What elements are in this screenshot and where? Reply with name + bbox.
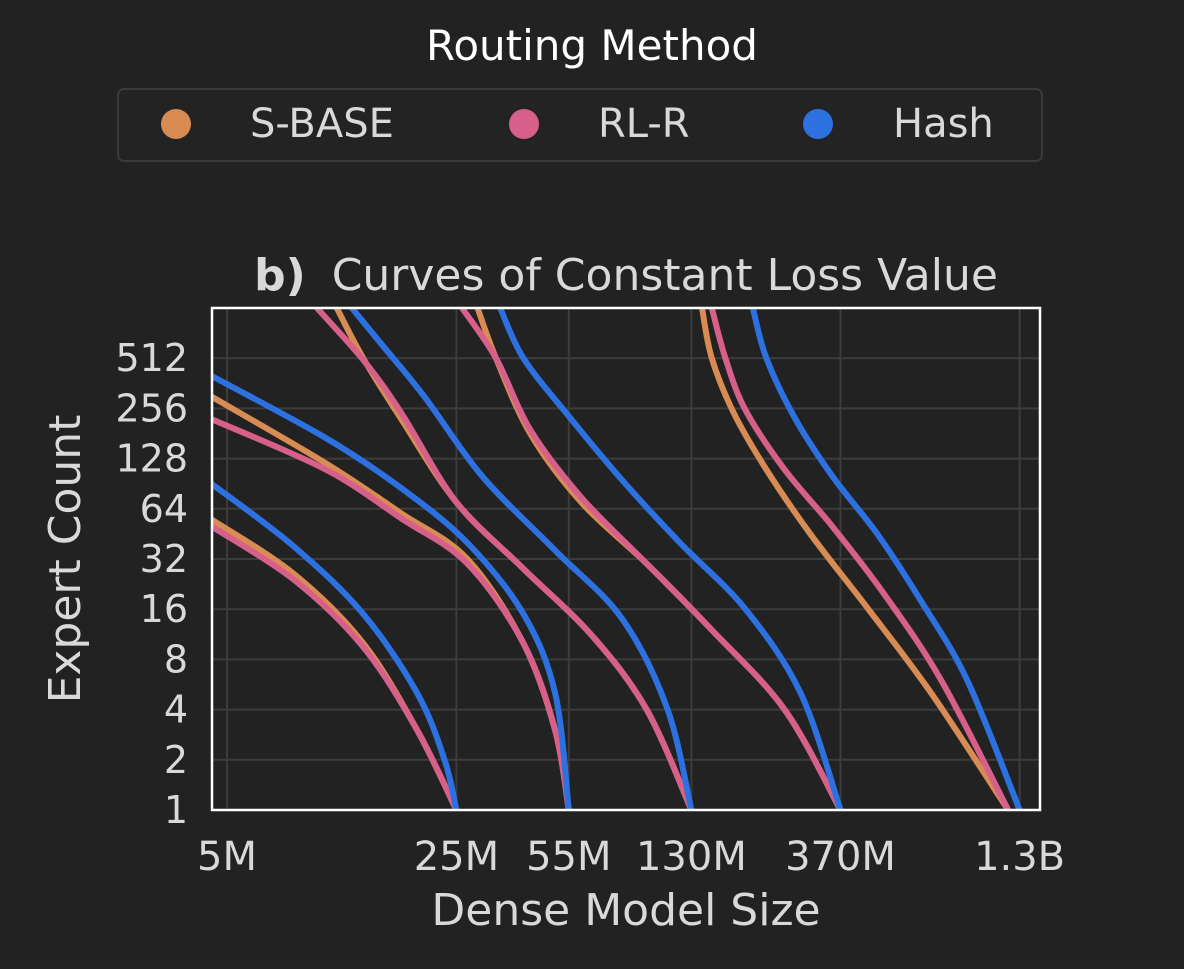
y-ticks: 1 2 4 8 16 32 64 128 256 512 <box>115 336 188 832</box>
legend-label-hash: Hash <box>893 101 994 147</box>
legend-label-rlr: RL-R <box>598 101 690 147</box>
plot-frame <box>210 306 1042 812</box>
series-line-hash-2 <box>212 481 460 810</box>
y-tick-label: 128 <box>115 437 188 481</box>
legend-marker-rlr <box>509 109 539 139</box>
y-tick-label: 1 <box>164 788 188 832</box>
y-tick-label: 16 <box>140 587 188 631</box>
chart-title-text: Curves of Constant Loss Value <box>332 250 998 301</box>
x-tick-label: 1.3B <box>974 834 1065 880</box>
legend-title: Routing Method <box>426 21 758 70</box>
y-tick-label: 512 <box>115 336 188 380</box>
series-line-rlr-10 <box>459 308 844 810</box>
x-tick-label: 370M <box>785 834 896 880</box>
x-tick-label: 55M <box>526 834 611 880</box>
series-line-hash-11 <box>497 308 844 810</box>
legend-entry-rlr: RL-R <box>509 101 690 147</box>
series-line-hash-14 <box>749 308 1023 810</box>
series-line-rlr-13 <box>708 308 1012 810</box>
series-line-rlr-7 <box>314 308 695 810</box>
series-line-sbase-12 <box>699 308 1012 810</box>
series-line-hash-5 <box>212 373 572 810</box>
y-tick-label: 4 <box>164 688 188 732</box>
x-ticks: 5M 25M 55M 130M 370M 1.3B <box>197 834 1065 880</box>
x-tick-label: 25M <box>414 834 499 880</box>
legend-label-sbase: S-BASE <box>250 101 394 147</box>
y-tick-label: 256 <box>115 386 188 430</box>
x-tick-label: 5M <box>197 834 257 880</box>
series-line-rlr-4 <box>212 416 572 810</box>
y-tick-label: 2 <box>164 738 188 782</box>
series <box>212 308 1023 810</box>
y-tick-label: 32 <box>140 537 188 581</box>
legend-entry-hash: Hash <box>803 101 994 147</box>
legend-marker-sbase <box>161 109 191 139</box>
series-line-rlr-1 <box>212 523 460 810</box>
y-tick-label: 8 <box>164 637 188 681</box>
y-tick-label: 64 <box>140 487 188 531</box>
legend-entry-sbase: S-BASE <box>161 101 394 147</box>
legend-box <box>117 88 1043 162</box>
chart-title-prefix: b) <box>254 250 306 301</box>
x-tick-label: 130M <box>636 834 747 880</box>
series-line-hash-8 <box>348 308 695 810</box>
y-axis-label: Expert Count <box>40 415 91 704</box>
legend-marker-hash <box>803 109 833 139</box>
x-axis-label: Dense Model Size <box>431 885 820 936</box>
chart-title: b) Curves of Constant Loss Value <box>254 250 998 301</box>
